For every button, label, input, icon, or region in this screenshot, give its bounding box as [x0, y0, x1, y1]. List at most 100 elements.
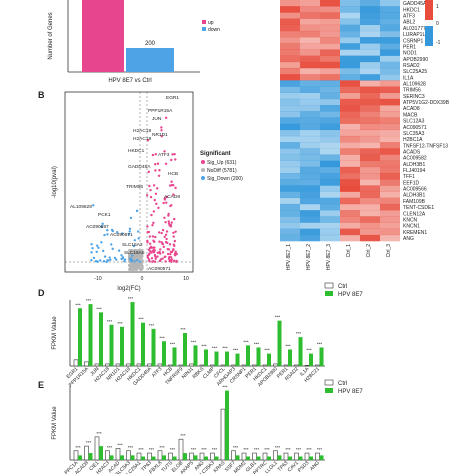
volcano-point-up [169, 223, 173, 227]
heatmap-row-label: SLC35A3 [403, 131, 425, 137]
heatmap-cell [320, 210, 340, 217]
bar-ctrl [94, 436, 100, 461]
significance-mark: *** [191, 339, 197, 344]
significance-mark: *** [264, 447, 270, 452]
heatmap-cell [300, 86, 320, 93]
heatmap-cell [280, 185, 300, 192]
heatmap-cell [360, 12, 380, 19]
volcano-point-down [123, 258, 127, 261]
legend-e-ctrl-label: Ctrl [338, 381, 347, 387]
heatmap-cell [320, 18, 340, 26]
volcano-point-down [99, 259, 102, 262]
volcano-point-nodiff [138, 266, 141, 269]
volcano-point-up [166, 241, 169, 245]
heatmap-col-label: Ctrl_3 [386, 244, 392, 258]
significance-mark: *** [75, 445, 81, 450]
heatmap-cell [360, 24, 380, 32]
bar-ctrl [73, 450, 79, 461]
heatmap-cell [320, 222, 340, 229]
heatmap-cell [280, 98, 300, 106]
bar-hpv [288, 349, 292, 366]
panel-label-d: D [38, 288, 45, 298]
heatmap-cell [360, 67, 380, 75]
heatmap-cell [340, 92, 360, 100]
volcano-point-up [164, 220, 167, 224]
heatmap-cell [360, 135, 380, 143]
heatmap-row-label: CLEN12A [403, 211, 426, 217]
volcano-point-down [110, 243, 113, 246]
volcano-point-down [127, 233, 131, 236]
significance-mark: *** [149, 447, 155, 452]
heatmap-cell [360, 228, 380, 236]
volcano-point-up [164, 255, 167, 258]
volcano-point-up [165, 195, 168, 199]
heatmap-cell [320, 160, 340, 168]
bar-hpv [246, 456, 250, 460]
bar-ctrl [231, 450, 236, 461]
heatmap-cell [320, 55, 340, 63]
bar-hpv [88, 304, 93, 366]
panel-e-bars: ***PPC1A***ACAD8***CIE1***H2AC3***ACAD**… [64, 385, 324, 474]
volcano-point-down [117, 249, 121, 252]
heatmap-cell [360, 61, 380, 69]
heatmap-cell [320, 135, 340, 143]
heatmap-cell [280, 129, 300, 137]
volcano-point-nodiff [132, 262, 136, 266]
heatmap-cell [340, 37, 360, 44]
bar-hpv [298, 456, 303, 460]
heatmap-cell [340, 173, 360, 180]
heatmap-cell [340, 105, 360, 112]
volcano-point-up [153, 260, 157, 263]
volcano-point-up [158, 240, 161, 243]
volcano-point-up [169, 252, 172, 256]
volcano-point-up [150, 251, 153, 254]
volcano-point-down [120, 254, 123, 257]
heatmap-cell [300, 210, 320, 217]
volcano-point-up [172, 193, 175, 196]
heatmap-cell [380, 55, 400, 63]
heatmap-row-label: TNFSF12-TNFSF13 [403, 143, 448, 149]
volcano-point-down [95, 250, 98, 254]
heatmap-cell [320, 92, 340, 100]
volcano-point-down [90, 258, 93, 262]
heatmap-row-label: KNCN1 [403, 224, 420, 230]
heatmap-cell [320, 129, 340, 137]
volcano-point-up [164, 260, 167, 263]
bar-category-label: ANG [309, 460, 321, 472]
volcano-point-up [168, 243, 172, 246]
heatmap-cell [300, 148, 320, 155]
heatmap-cell [360, 197, 380, 205]
volcano-point-nodiff [128, 260, 131, 263]
volcano-point-down [90, 251, 93, 254]
volcano-point-up [158, 250, 161, 254]
heatmap-cell [340, 111, 360, 118]
heatmap-cell [320, 43, 340, 50]
volcano-point-nodiff [131, 252, 134, 255]
heatmap-cell [380, 37, 400, 44]
heatmap-cell [360, 18, 380, 26]
panel-b: B -log10(pval) log2(FC) -10 0 10 EGR1 PPP… [38, 90, 243, 292]
bar-category-label: ANG [194, 460, 206, 472]
significance-mark: *** [285, 447, 291, 452]
heatmap-cell [380, 197, 400, 205]
heatmap-cell [280, 117, 300, 124]
heatmap-cell [300, 222, 320, 229]
bar-hpv [193, 455, 198, 460]
volcano-point-down [132, 244, 136, 248]
volcano-gene-label: AL109628 [70, 204, 92, 210]
volcano-point-up [155, 202, 158, 206]
volcano-point-up [170, 158, 173, 162]
heatmap-cell [320, 166, 340, 174]
heatmap-cell [340, 179, 360, 186]
heatmap-cell [300, 129, 320, 137]
volcano-point-down [138, 260, 141, 263]
bar-hpv [319, 347, 324, 366]
heatmap-cell [380, 24, 400, 32]
volcano-point-up [161, 251, 165, 254]
volcano-point-nodiff [139, 250, 142, 254]
volcano-point-up [149, 188, 152, 192]
bar-hpv [130, 302, 135, 366]
significance-mark: *** [128, 296, 134, 301]
bar-hpv [99, 446, 103, 460]
heatmap-row-label: AC009566 [403, 187, 427, 193]
